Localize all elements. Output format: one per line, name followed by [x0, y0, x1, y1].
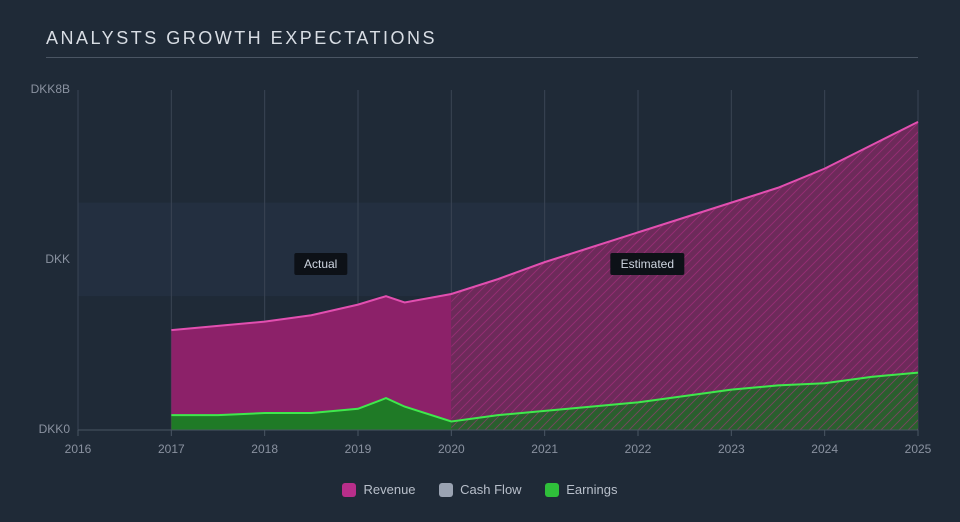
x-tick-label: 2019 [345, 442, 372, 456]
y-tick-label: DKK8B [10, 82, 70, 96]
swatch-earnings [545, 483, 559, 497]
x-tick-label: 2021 [531, 442, 558, 456]
x-tick-label: 2024 [811, 442, 838, 456]
tag-estimated: Estimated [611, 253, 684, 275]
x-tick-label: 2025 [905, 442, 932, 456]
y-tick-label: DKK0 [10, 422, 70, 436]
title-underline [46, 57, 918, 58]
legend-item-earnings[interactable]: Earnings [545, 482, 617, 497]
x-tick-label: 2016 [65, 442, 92, 456]
legend-item-cashflow[interactable]: Cash Flow [439, 482, 521, 497]
y-tick-label: DKK [10, 252, 70, 266]
tag-actual: Actual [294, 253, 347, 275]
x-tick-label: 2022 [625, 442, 652, 456]
chart-title: ANALYSTS GROWTH EXPECTATIONS [46, 28, 437, 49]
legend-label-cashflow: Cash Flow [460, 482, 521, 497]
swatch-cashflow [439, 483, 453, 497]
chart-svg [78, 90, 918, 430]
chart-card: { "title": "ANALYSTS GROWTH EXPECTATIONS… [0, 0, 960, 522]
x-tick-label: 2020 [438, 442, 465, 456]
legend-label-earnings: Earnings [566, 482, 617, 497]
x-tick-label: 2017 [158, 442, 185, 456]
plot-area [78, 90, 918, 430]
x-tick-label: 2023 [718, 442, 745, 456]
x-tick-label: 2018 [251, 442, 278, 456]
legend: Revenue Cash Flow Earnings [0, 482, 960, 500]
swatch-revenue [342, 483, 356, 497]
legend-item-revenue[interactable]: Revenue [342, 482, 415, 497]
legend-label-revenue: Revenue [363, 482, 415, 497]
